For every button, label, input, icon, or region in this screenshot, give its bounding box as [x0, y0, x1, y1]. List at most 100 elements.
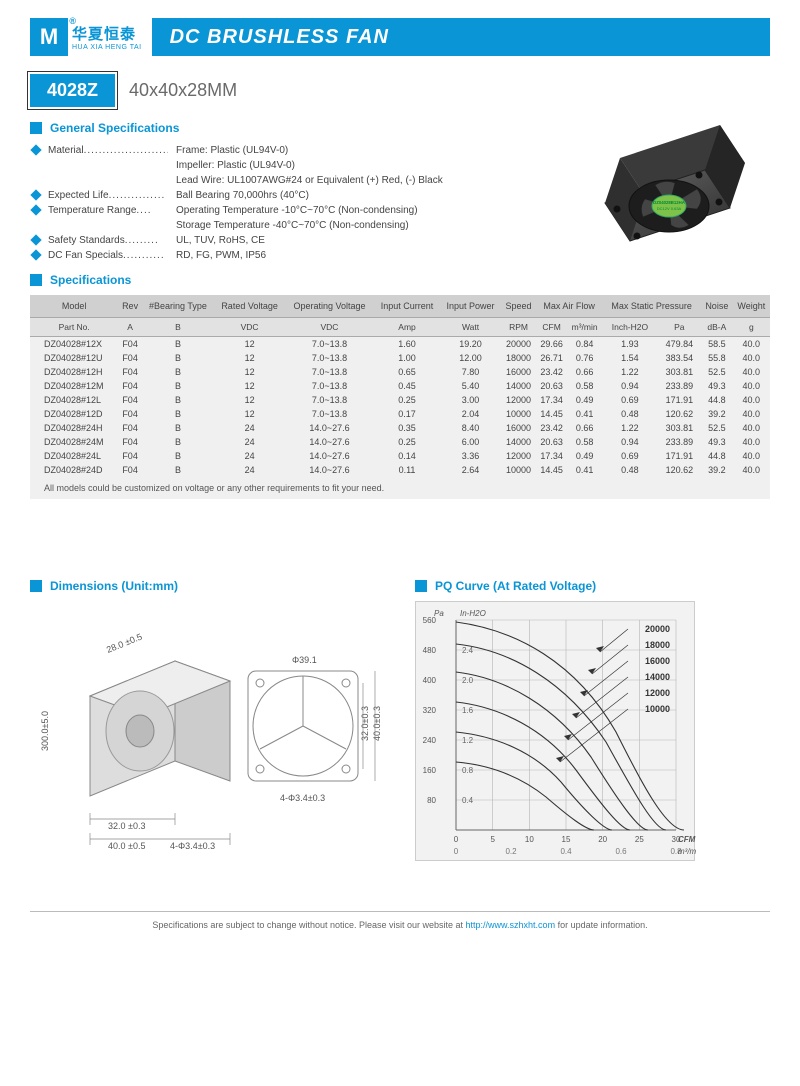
square-icon [30, 580, 42, 592]
pq-chart: 801602403204004805600.40.81.21.62.02.4Pa… [415, 601, 695, 861]
table-subheader: dB-A [701, 318, 733, 337]
svg-text:5: 5 [490, 835, 495, 844]
svg-text:m³/min: m³/min [678, 847, 696, 856]
table-subheader: Watt [440, 318, 501, 337]
table-row: DZ04028#12HF04B127.0~13.80.657.801600023… [30, 365, 770, 379]
svg-text:25: 25 [635, 835, 644, 844]
svg-text:0.2: 0.2 [505, 847, 517, 856]
logo: M 华夏恒泰 HUA XIA HENG TAI [30, 18, 142, 56]
spec-label: Safety Standards......... [48, 233, 168, 248]
table-subheader: VDC [214, 318, 285, 337]
logo-mark: M [30, 18, 68, 56]
svg-text:400: 400 [423, 676, 437, 685]
svg-text:1.2: 1.2 [462, 736, 474, 745]
logo-en: HUA XIA HENG TAI [72, 44, 142, 51]
model-dimensions: 40x40x28MM [129, 80, 237, 101]
table-header: Input Current [374, 295, 440, 318]
svg-text:16000: 16000 [645, 656, 670, 666]
spec-label: Material......................... [48, 143, 168, 158]
svg-text:0.4: 0.4 [462, 796, 474, 805]
footer-link[interactable]: http://www.szhxht.com [466, 920, 556, 930]
model-badge: 4028Z [30, 74, 115, 107]
svg-text:240: 240 [423, 736, 437, 745]
svg-text:In-H2O: In-H2O [460, 609, 486, 618]
brand-header: M 华夏恒泰 HUA XIA HENG TAI DC BRUSHLESS FAN [30, 18, 770, 56]
svg-text:4-Φ3.4±0.3: 4-Φ3.4±0.3 [170, 841, 215, 851]
svg-text:80: 80 [427, 796, 436, 805]
spec-label: Expected Life............... [48, 188, 168, 203]
svg-text:Φ39.1: Φ39.1 [292, 655, 317, 665]
table-note: All models could be customized on voltag… [30, 477, 770, 499]
diamond-icon [30, 189, 41, 200]
table-header: Rev [118, 295, 141, 318]
svg-text:20: 20 [598, 835, 607, 844]
svg-text:DC12V 0.63A: DC12V 0.63A [657, 206, 682, 211]
svg-text:10000: 10000 [645, 704, 670, 714]
svg-text:28.0 ±0.5: 28.0 ±0.5 [105, 632, 143, 655]
footer-text: Specifications are subject to change wit… [152, 920, 465, 930]
svg-text:300.0±5.0: 300.0±5.0 [40, 711, 50, 751]
footer: Specifications are subject to change wit… [30, 911, 770, 944]
table-row: DZ04028#12XF04B127.0~13.81.6019.20200002… [30, 337, 770, 352]
section-title-general: General Specifications [50, 121, 179, 135]
square-icon [30, 122, 42, 134]
table-header: Speed [501, 295, 536, 318]
logo-cn: 华夏恒泰 [72, 23, 142, 44]
product-image: DZ04028B12HA DC12V 0.63A [580, 103, 770, 293]
spec-label: DC Fan Specials........... [48, 248, 168, 263]
table-subheader: Inch-H2O [602, 318, 658, 337]
section-title-dimensions: Dimensions (Unit:mm) [50, 579, 178, 593]
table-row: DZ04028#24HF04B2414.0~27.60.358.40160002… [30, 421, 770, 435]
svg-text:0: 0 [454, 835, 459, 844]
svg-text:40.0 ±0.5: 40.0 ±0.5 [108, 841, 145, 851]
svg-text:15: 15 [562, 835, 571, 844]
table-header: #Bearing Type [142, 295, 214, 318]
svg-text:14000: 14000 [645, 672, 670, 682]
table-header: Noise [701, 295, 733, 318]
svg-text:320: 320 [423, 706, 437, 715]
square-icon [30, 274, 42, 286]
spec-label: Temperature Range.... [48, 203, 168, 218]
svg-text:32.0±0.3: 32.0±0.3 [360, 706, 370, 741]
table-row: DZ04028#12MF04B127.0~13.80.455.401400020… [30, 379, 770, 393]
section-pq: PQ Curve (At Rated Voltage) [415, 579, 770, 593]
diamond-icon [30, 144, 41, 155]
svg-text:2.0: 2.0 [462, 676, 474, 685]
table-subheader: m³/min [567, 318, 602, 337]
svg-text:20000: 20000 [645, 624, 670, 634]
table-header: Operating Voltage [285, 295, 374, 318]
table-subheader: Part No. [30, 318, 118, 337]
svg-text:12000: 12000 [645, 688, 670, 698]
svg-text:0.4: 0.4 [560, 847, 572, 856]
svg-text:0: 0 [454, 847, 459, 856]
svg-text:480: 480 [423, 646, 437, 655]
table-header: Max Air Flow [536, 295, 602, 318]
table-subheader: CFM [536, 318, 567, 337]
table-subheader: Pa [658, 318, 701, 337]
table-subheader: B [142, 318, 214, 337]
diamond-icon [30, 234, 41, 245]
table-row: DZ04028#24MF04B2414.0~27.60.256.00140002… [30, 435, 770, 449]
section-title-pq: PQ Curve (At Rated Voltage) [435, 579, 596, 593]
svg-text:0.8: 0.8 [462, 766, 474, 775]
diamond-icon [30, 204, 41, 215]
table-row: DZ04028#24DF04B2414.0~27.60.112.64100001… [30, 463, 770, 477]
svg-text:DZ04028B12HA: DZ04028B12HA [653, 200, 685, 205]
svg-text:32.0 ±0.3: 32.0 ±0.3 [108, 821, 145, 831]
table-header: Max Static Pressure [602, 295, 701, 318]
table-row: DZ04028#12LF04B127.0~13.80.253.001200017… [30, 393, 770, 407]
svg-text:1.6: 1.6 [462, 706, 474, 715]
table-header: Rated Voltage [214, 295, 285, 318]
svg-text:18000: 18000 [645, 640, 670, 650]
table-subheader: A [118, 318, 141, 337]
table-subheader: Amp [374, 318, 440, 337]
table-header: Weight [733, 295, 770, 318]
svg-text:2.4: 2.4 [462, 646, 474, 655]
section-dimensions: Dimensions (Unit:mm) [30, 579, 385, 593]
footer-text-b: for update information. [555, 920, 648, 930]
spec-table: ModelRev#Bearing TypeRated VoltageOperat… [30, 295, 770, 499]
table-header: Model [30, 295, 118, 318]
square-icon [415, 580, 427, 592]
section-title-specs: Specifications [50, 273, 131, 287]
svg-text:Pa: Pa [434, 609, 444, 618]
